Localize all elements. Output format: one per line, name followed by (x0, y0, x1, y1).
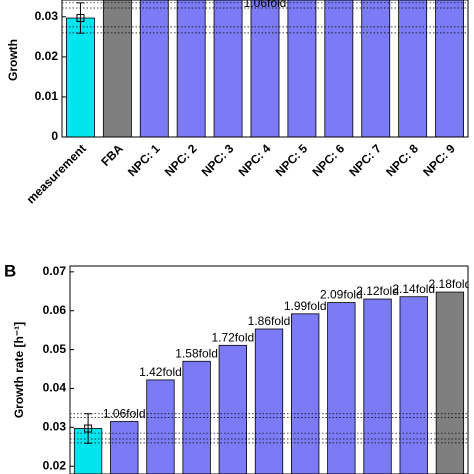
y-tick-label: 0.03 (35, 9, 59, 23)
axes-frame (61, 0, 469, 138)
bar (435, 291, 465, 474)
bar (327, 302, 356, 474)
y-tick-label: 0.01 (35, 89, 59, 103)
bar (218, 344, 247, 474)
bar (435, 0, 464, 137)
x-tick-label: measurement (24, 141, 89, 206)
value-label: 2.14fold (392, 282, 435, 296)
bar (324, 0, 354, 137)
bar (399, 296, 428, 474)
value-label: 2.12fold (356, 284, 399, 298)
bar (250, 0, 280, 137)
value-label: 1.99fold (284, 299, 327, 313)
y-axis-label: Growth (6, 39, 20, 81)
mean-marker (84, 424, 93, 433)
bar (254, 328, 284, 474)
bar (146, 379, 175, 474)
value-label: 1.86fold (248, 314, 291, 328)
bar (287, 0, 317, 137)
x-tick-label: NPC: 3 (199, 141, 237, 179)
y-tick-label: 0.02 (43, 458, 67, 472)
value-label: 1.58fold (175, 346, 218, 360)
annotation: 1.06fold (244, 0, 287, 10)
bar (110, 421, 139, 474)
bar (102, 0, 132, 137)
panel-label: B (4, 261, 16, 280)
bar (291, 313, 320, 474)
bar (363, 298, 392, 474)
x-tick-label: NPC: 5 (273, 141, 311, 179)
y-tick-label: 0.04 (43, 381, 67, 395)
y-tick-label: 0 (51, 129, 58, 143)
x-tick-label: NPC: 9 (420, 141, 458, 179)
y-tick-label: 0.06 (43, 303, 67, 317)
bar (361, 0, 391, 137)
x-tick-label: NPC: 2 (162, 141, 200, 179)
x-tick-label: NPC: 6 (309, 141, 347, 179)
y-tick-label: 0.07 (43, 264, 67, 278)
x-tick-label: FBA (98, 141, 126, 169)
plot-area: 1.06fold 1.42fold 1.58fold 1.72fold 1.86fold… (70, 266, 472, 474)
x-tick-label: NPC: 1 (125, 141, 163, 179)
value-label: 2.18fold (429, 277, 472, 291)
y-axis-label: Growth rate [h⁻¹] (12, 322, 26, 418)
value-label: 1.72fold (211, 330, 254, 344)
value-label: 1.42fold (139, 365, 182, 379)
bar (66, 17, 95, 137)
bar (176, 0, 206, 137)
value-label: 1.06fold (103, 407, 146, 421)
x-tick-label: NPC: 4 (236, 141, 274, 179)
bar (398, 0, 428, 137)
y-tick-label: 0.05 (43, 342, 67, 356)
value-label: 2.09fold (320, 288, 363, 302)
mean-marker (76, 14, 85, 23)
bar (213, 0, 243, 137)
x-tick-label: NPC: 7 (346, 141, 384, 179)
plot-area: 1.06fold (62, 0, 468, 137)
axes-frame (69, 265, 469, 474)
y-tick-label: 0.02 (35, 49, 59, 63)
bar (139, 0, 169, 137)
y-tick-label: 0.03 (43, 420, 67, 434)
x-tick-label: NPC: 8 (383, 141, 421, 179)
